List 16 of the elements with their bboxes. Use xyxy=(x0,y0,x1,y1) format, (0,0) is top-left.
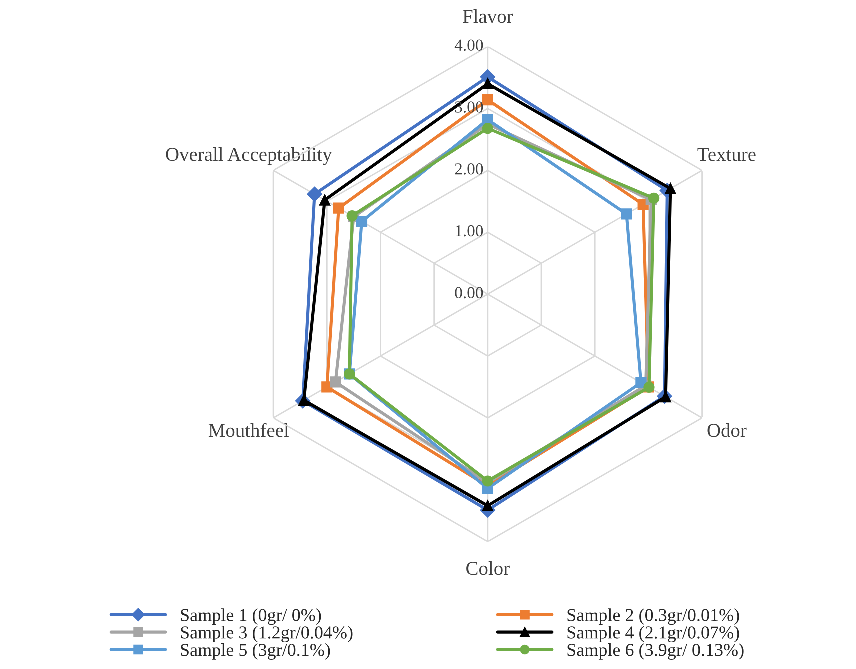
y-tick-label: 2.00 xyxy=(455,164,484,175)
legend-label: Sample 1 (0gr/ 0%) xyxy=(181,608,322,626)
y-tick-label: 0.00 xyxy=(455,287,484,299)
legend-label: Sample 5 (3gr/0.1%) xyxy=(181,644,330,660)
spoke-label: Texture xyxy=(698,148,756,162)
spoke-label: Overall Acceptability xyxy=(166,148,332,166)
spoke-label: Odor xyxy=(708,424,747,438)
spoke-label: Flavor xyxy=(463,10,514,24)
spoke-label: Color xyxy=(466,562,510,576)
spoke-label: Mouthfeel xyxy=(208,423,290,438)
legend-label: Sample 3 (1.2gr/0.04%) xyxy=(181,626,353,643)
legend-label: Sample 2 (0.3gr/0.01%) xyxy=(568,608,740,626)
y-tick-label: 4.00 xyxy=(454,40,484,52)
y-tick-label: 1.00 xyxy=(456,225,484,237)
legend-label: Sample 6 (3.9gr/ 0.13%) xyxy=(568,644,744,660)
legend-label: Sample 4 (2.1gr/0.07%) xyxy=(568,626,740,643)
